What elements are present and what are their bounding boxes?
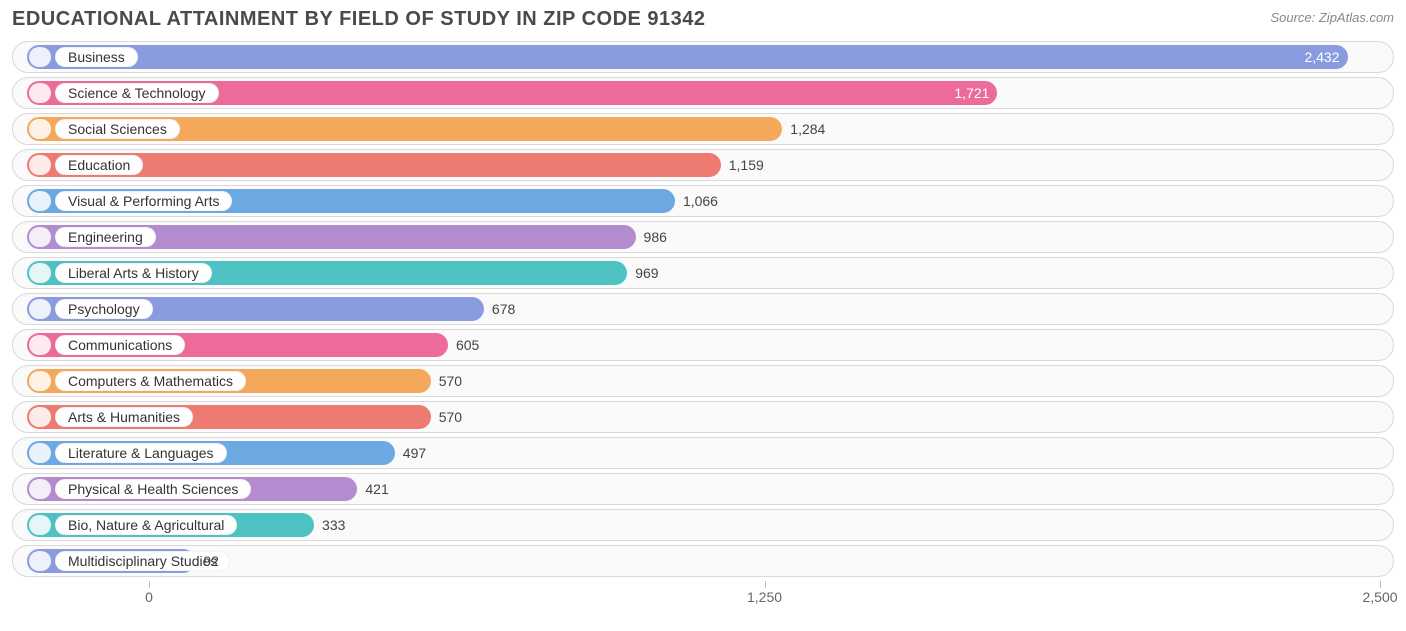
chart-source: Source: ZipAtlas.com [1270,10,1394,25]
axis-tick-label: 1,250 [747,589,782,605]
bar-row: Science & Technology 1,721 [12,77,1394,109]
bar-start-cap [29,191,51,211]
bar-start-cap [29,263,51,283]
category-label: Literature & Languages [55,443,227,463]
chart-header: EDUCATIONAL ATTAINMENT BY FIELD OF STUDY… [12,8,1394,31]
value-label: 1,066 [683,186,718,216]
bar-start-cap [29,371,51,391]
bar-start-cap [29,479,51,499]
axis-tick [149,581,150,588]
value-label: 969 [635,258,658,288]
category-label: Business [55,47,138,67]
bar-row: Education 1,159 [12,149,1394,181]
bar-row: Bio, Nature & Agricultural 333 [12,509,1394,541]
axis-tick-label: 2,500 [1362,589,1397,605]
bar-start-cap [29,407,51,427]
bar-row: Physical & Health Sciences 421 [12,473,1394,505]
bar-start-cap [29,119,51,139]
bar-start-cap [29,335,51,355]
bar-start-cap [29,551,51,571]
value-label: 570 [439,402,462,432]
value-label: 421 [365,474,388,504]
value-label: 333 [322,510,345,540]
bar-row: Social Sciences 1,284 [12,113,1394,145]
category-label: Education [55,155,143,175]
category-label: Physical & Health Sciences [55,479,251,499]
bar-row: Visual & Performing Arts 1,066 [12,185,1394,217]
value-label: 1,284 [790,114,825,144]
value-label: 986 [644,222,667,252]
chart-title: EDUCATIONAL ATTAINMENT BY FIELD OF STUDY… [12,8,706,31]
category-label: Visual & Performing Arts [55,191,232,211]
bar-start-cap [29,83,51,103]
category-label: Social Sciences [55,119,180,139]
bar-row: Computers & Mathematics 570 [12,365,1394,397]
bar-row: Literature & Languages 497 [12,437,1394,469]
category-label: Computers & Mathematics [55,371,246,391]
bar-row: Business 2,432 [12,41,1394,73]
x-axis: 0 1,250 2,500 [12,581,1394,609]
bar-row: Multidisciplinary Studies92 [12,545,1394,577]
category-label: Science & Technology [55,83,219,103]
chart-area: Business 2,432 Science & Technology 1,721 So… [12,41,1394,609]
category-label: Arts & Humanities [55,407,193,427]
category-label: Psychology [55,299,153,319]
axis-tick [765,581,766,588]
bar-start-cap [29,443,51,463]
value-label: 92 [203,546,219,576]
bar-row: Arts & Humanities 570 [12,401,1394,433]
value-label: 678 [492,294,515,324]
category-label: Bio, Nature & Agricultural [55,515,237,535]
axis-tick-label: 0 [145,589,153,605]
bar-fill [27,45,1348,69]
value-label: 570 [439,366,462,396]
category-label: Communications [55,335,185,355]
bar-start-cap [29,47,51,67]
value-label: 2,432 [1304,42,1339,72]
value-label: 1,159 [729,150,764,180]
axis-tick [1380,581,1381,588]
bar-row: Liberal Arts & History 969 [12,257,1394,289]
bar-start-cap [29,299,51,319]
bar-start-cap [29,227,51,247]
bar-start-cap [29,155,51,175]
value-label: 1,721 [954,78,989,108]
bar-row: Communications 605 [12,329,1394,361]
bar-row: Psychology 678 [12,293,1394,325]
value-label: 497 [403,438,426,468]
value-label: 605 [456,330,479,360]
category-label: Liberal Arts & History [55,263,212,283]
category-label: Engineering [55,227,156,247]
bar-start-cap [29,515,51,535]
bar-row: Engineering 986 [12,221,1394,253]
